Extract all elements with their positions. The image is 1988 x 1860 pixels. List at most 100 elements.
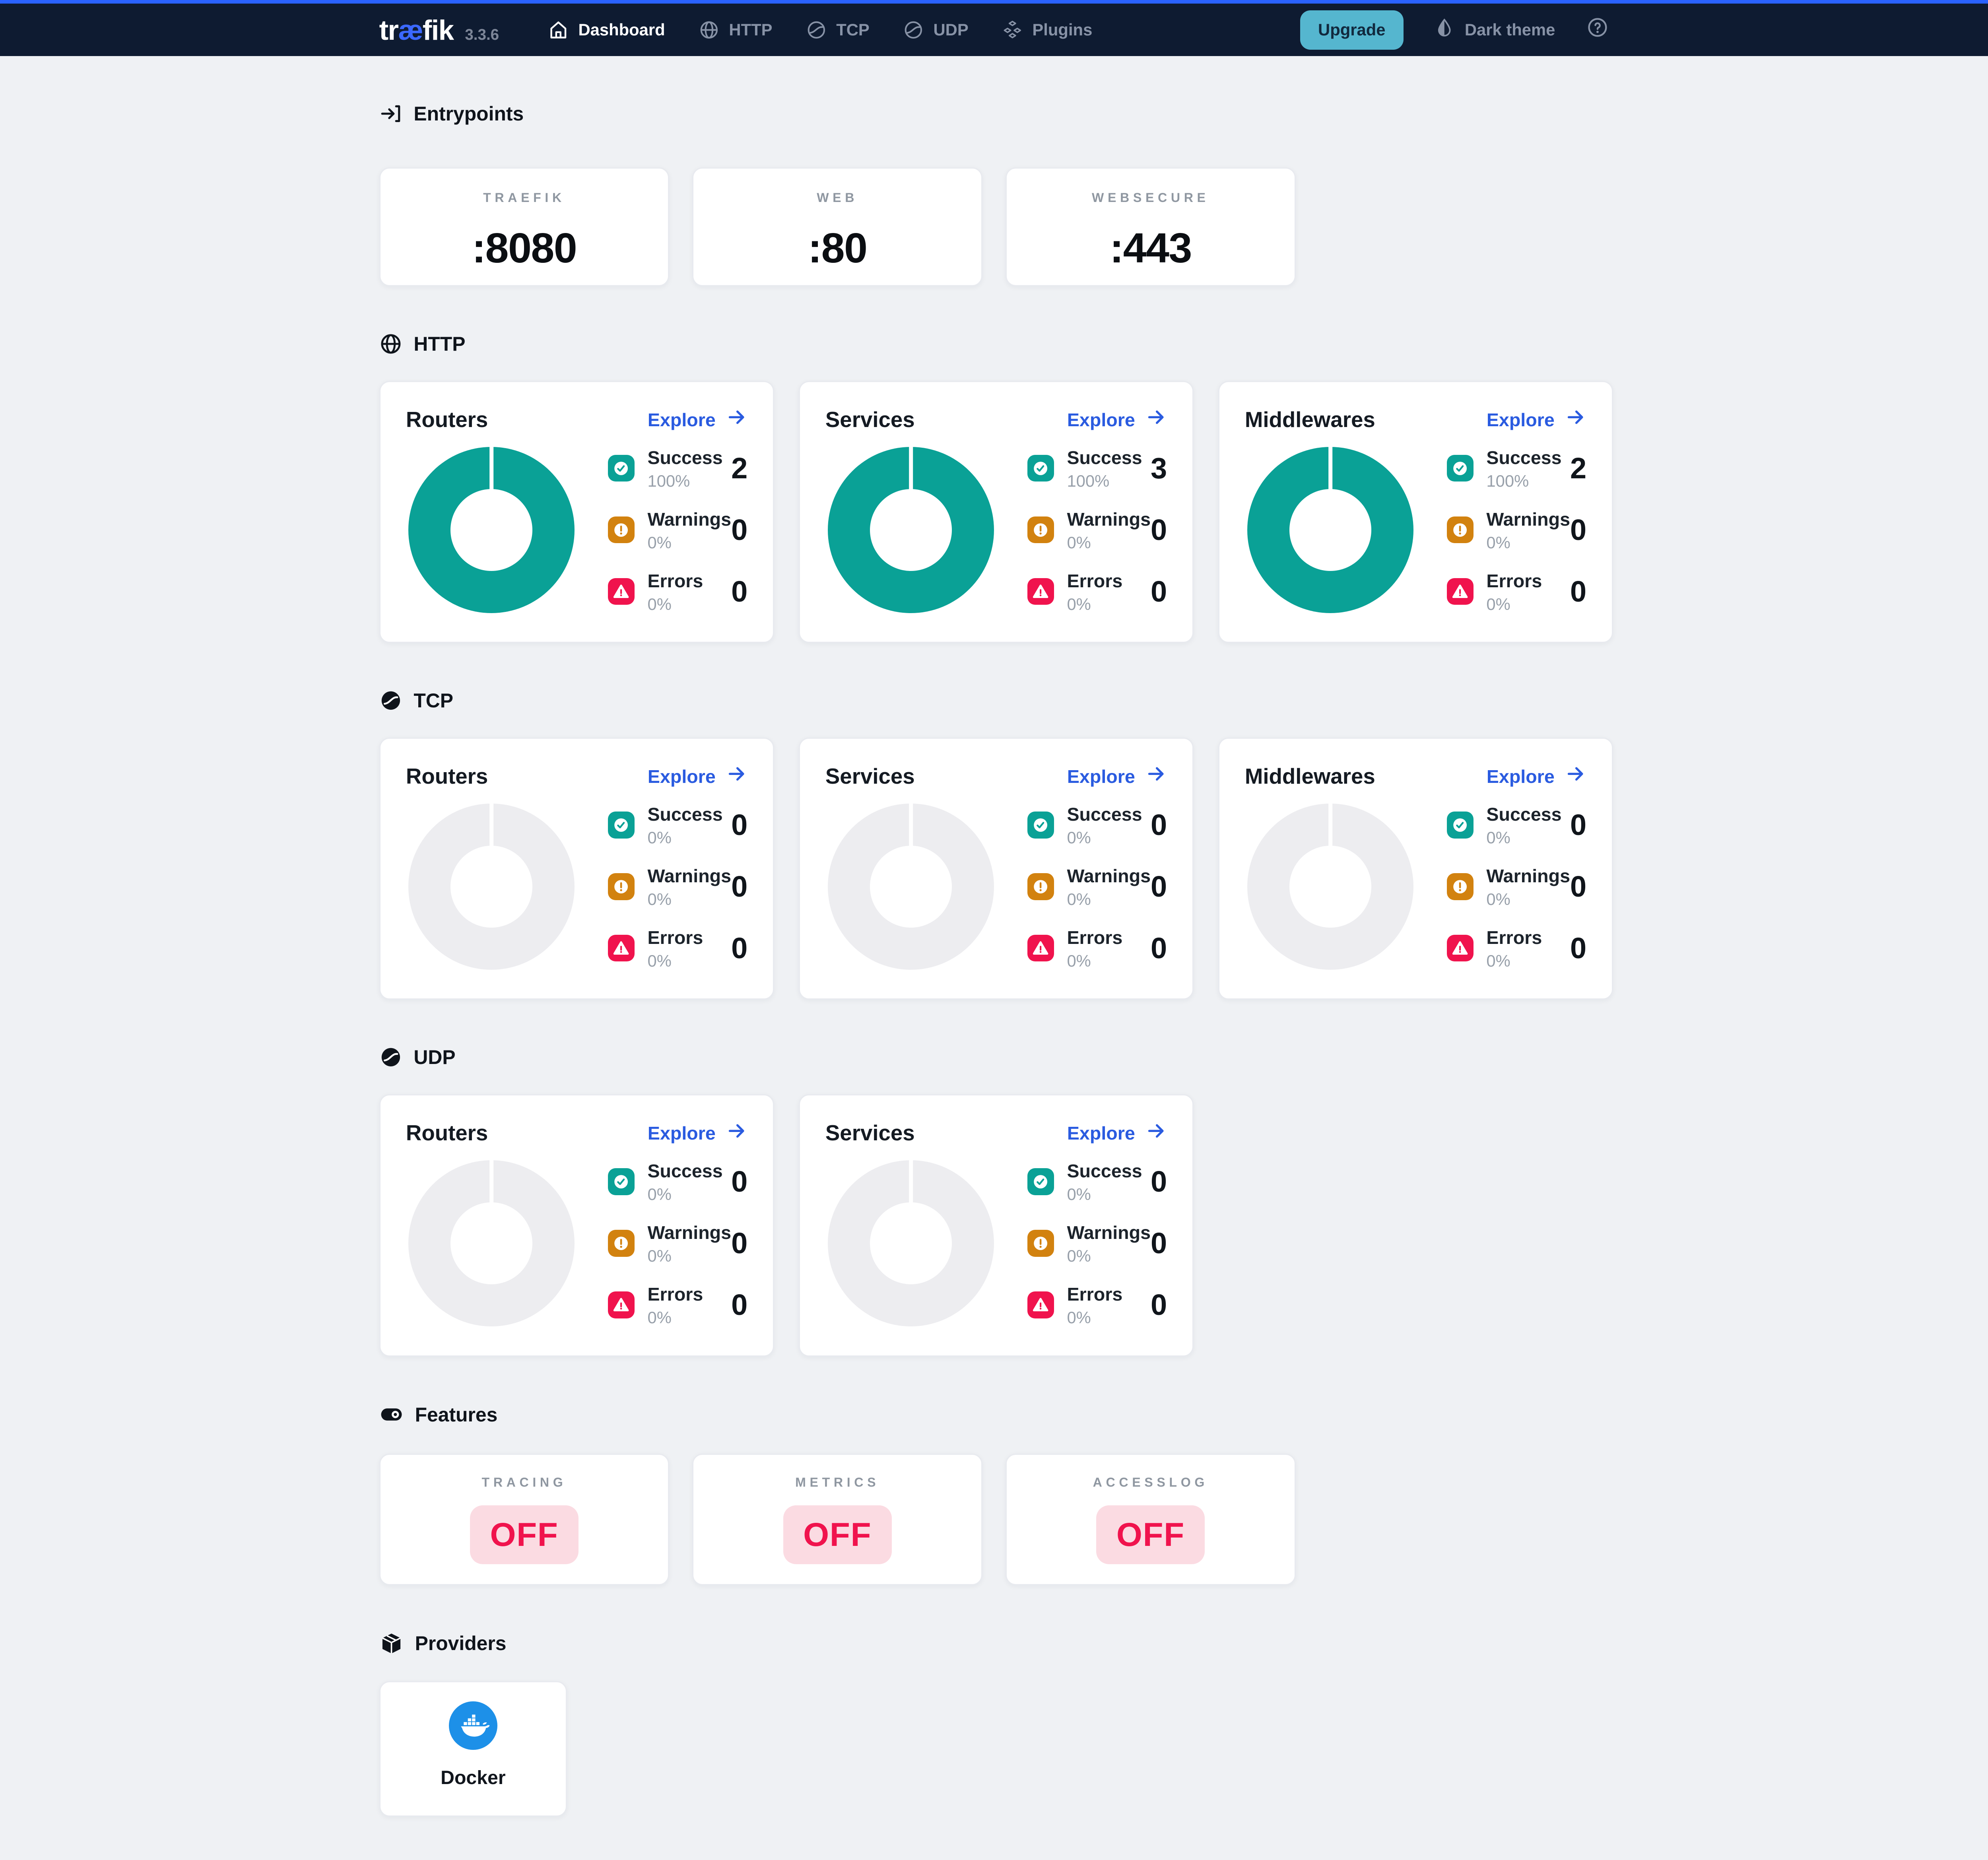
feature-card-accesslog: ACCESSLOG OFF xyxy=(1005,1453,1296,1585)
proxy-icon xyxy=(903,19,924,41)
stat-value: 0 xyxy=(1151,1227,1167,1260)
panel-title: Routers xyxy=(406,1121,488,1146)
feature-name: METRICS xyxy=(795,1475,880,1490)
error-triangle-icon xyxy=(1446,578,1474,605)
stat-row-warnings: Warnings 0% 0 xyxy=(608,507,747,552)
explore-link[interactable]: Explore xyxy=(1067,406,1167,433)
section-title: TCP xyxy=(414,689,454,712)
explore-link[interactable]: Explore xyxy=(648,406,747,433)
explore-link[interactable]: Explore xyxy=(1487,406,1586,433)
donut-divider xyxy=(489,447,494,490)
donut-divider xyxy=(1328,803,1333,847)
error-triangle-icon xyxy=(1446,934,1474,962)
explore-link[interactable]: Explore xyxy=(648,1120,747,1147)
dark-theme-label: Dark theme xyxy=(1464,20,1555,39)
stat-row-success: Success 100% 2 xyxy=(1446,446,1587,491)
nav-item-udp[interactable]: UDP xyxy=(903,19,969,41)
entrypoints-icon xyxy=(379,102,402,125)
stat-value: 0 xyxy=(731,1227,748,1260)
success-check-icon xyxy=(1027,812,1054,839)
panel-title: Routers xyxy=(406,408,488,432)
stat-row-errors: Errors 0% 0 xyxy=(1027,1282,1167,1327)
version-label: 3.3.6 xyxy=(465,26,499,43)
error-triangle-icon xyxy=(1027,1291,1054,1318)
warning-exclamation-icon xyxy=(608,873,635,900)
stat-value: 0 xyxy=(1151,932,1167,965)
section-title: Providers xyxy=(415,1632,507,1655)
proxy-icon xyxy=(806,19,827,41)
section-title: Entrypoints xyxy=(414,103,524,125)
stat-value: 0 xyxy=(731,513,748,547)
stat-row-warnings: Warnings 0% 0 xyxy=(1027,507,1167,552)
provider-card-docker: Docker xyxy=(379,1681,567,1817)
dark-theme-toggle[interactable]: Dark theme xyxy=(1434,17,1555,43)
nav-item-tcp[interactable]: TCP xyxy=(806,19,870,41)
nav-item-http[interactable]: HTTP xyxy=(698,19,772,41)
nav-item-plugins[interactable]: Plugins xyxy=(1002,19,1092,41)
donut-divider xyxy=(1328,447,1333,490)
success-check-icon xyxy=(1446,812,1474,839)
arrow-right-icon xyxy=(1565,406,1587,433)
stat-row-success: Success 0% 0 xyxy=(608,1159,747,1204)
tcp-routers-panel: Routers Explore Success 0% 0 xyxy=(379,738,775,1000)
panel-title: Middlewares xyxy=(1244,764,1375,789)
topbar: træfik 3.3.6 Dashboard HTTP xyxy=(0,0,1988,56)
entrypoint-name: TRAEFIK xyxy=(483,190,565,205)
stat-row-errors: Errors 0% 0 xyxy=(608,1282,747,1327)
stat-value: 2 xyxy=(1570,452,1587,485)
arrow-right-icon xyxy=(1145,1120,1167,1147)
stat-value: 2 xyxy=(731,452,748,485)
entrypoint-card-traefik: TRAEFIK :8080 xyxy=(379,167,670,287)
udp-section-header: UDP xyxy=(379,1046,1609,1069)
donut-divider xyxy=(909,447,913,490)
donut-chart xyxy=(408,447,575,613)
panel-title: Services xyxy=(825,1121,915,1146)
stat-row-errors: Errors 0% 0 xyxy=(1027,926,1167,971)
warning-exclamation-icon xyxy=(1027,873,1054,900)
stat-row-warnings: Warnings 0% 0 xyxy=(1446,864,1586,909)
feature-status-badge: OFF xyxy=(783,1505,892,1564)
donut-chart xyxy=(408,803,575,970)
stat-row-success: Success 0% 0 xyxy=(1446,802,1587,847)
package-cube-icon xyxy=(379,1631,404,1656)
donut-chart xyxy=(828,1160,994,1326)
feature-card-metrics: METRICS OFF xyxy=(692,1453,983,1585)
donut-divider xyxy=(909,803,913,847)
feature-card-tracing: TRACING OFF xyxy=(379,1453,670,1585)
entrypoint-name: WEB xyxy=(817,190,858,205)
toggle-icon xyxy=(379,1402,404,1427)
success-check-icon xyxy=(1027,454,1054,482)
feature-status-badge: OFF xyxy=(1096,1505,1205,1564)
explore-link[interactable]: Explore xyxy=(1487,763,1586,790)
stat-value: 0 xyxy=(1151,1165,1167,1198)
cubes-icon xyxy=(1002,19,1023,41)
upgrade-button[interactable]: Upgrade xyxy=(1300,10,1404,50)
stat-row-warnings: Warnings 0% 0 xyxy=(608,1221,747,1266)
arrow-right-icon xyxy=(1145,406,1167,433)
section-title: HTTP xyxy=(414,333,466,355)
warning-exclamation-icon xyxy=(1446,873,1474,900)
arrow-right-icon xyxy=(726,1120,748,1147)
stat-value: 3 xyxy=(1151,452,1167,485)
stat-value: 0 xyxy=(1151,870,1167,903)
stat-row-success: Success 0% 0 xyxy=(608,802,747,847)
stat-row-success: Success 0% 0 xyxy=(1027,802,1167,847)
help-button[interactable] xyxy=(1586,16,1609,44)
donut-chart xyxy=(828,447,994,613)
explore-link[interactable]: Explore xyxy=(1067,1120,1167,1147)
success-check-icon xyxy=(1027,1168,1054,1195)
donut-chart xyxy=(828,803,994,970)
tcp-middlewares-panel: Middlewares Explore Success 0% 0 xyxy=(1218,738,1613,1000)
explore-link[interactable]: Explore xyxy=(648,763,747,790)
traefik-logo[interactable]: træfik 3.3.6 xyxy=(379,14,499,46)
arrow-right-icon xyxy=(726,763,748,790)
nav-item-dashboard[interactable]: Dashboard xyxy=(547,19,665,41)
stat-row-errors: Errors 0% 0 xyxy=(608,926,747,971)
tcp-cards-grid: Routers Explore Success 0% 0 xyxy=(379,738,1613,1000)
stat-value: 0 xyxy=(731,808,748,842)
stat-value: 0 xyxy=(1151,575,1167,608)
arrow-right-icon xyxy=(1145,763,1167,790)
stat-value: 0 xyxy=(1570,808,1587,842)
explore-link[interactable]: Explore xyxy=(1067,763,1167,790)
donut-chart xyxy=(1247,803,1414,970)
